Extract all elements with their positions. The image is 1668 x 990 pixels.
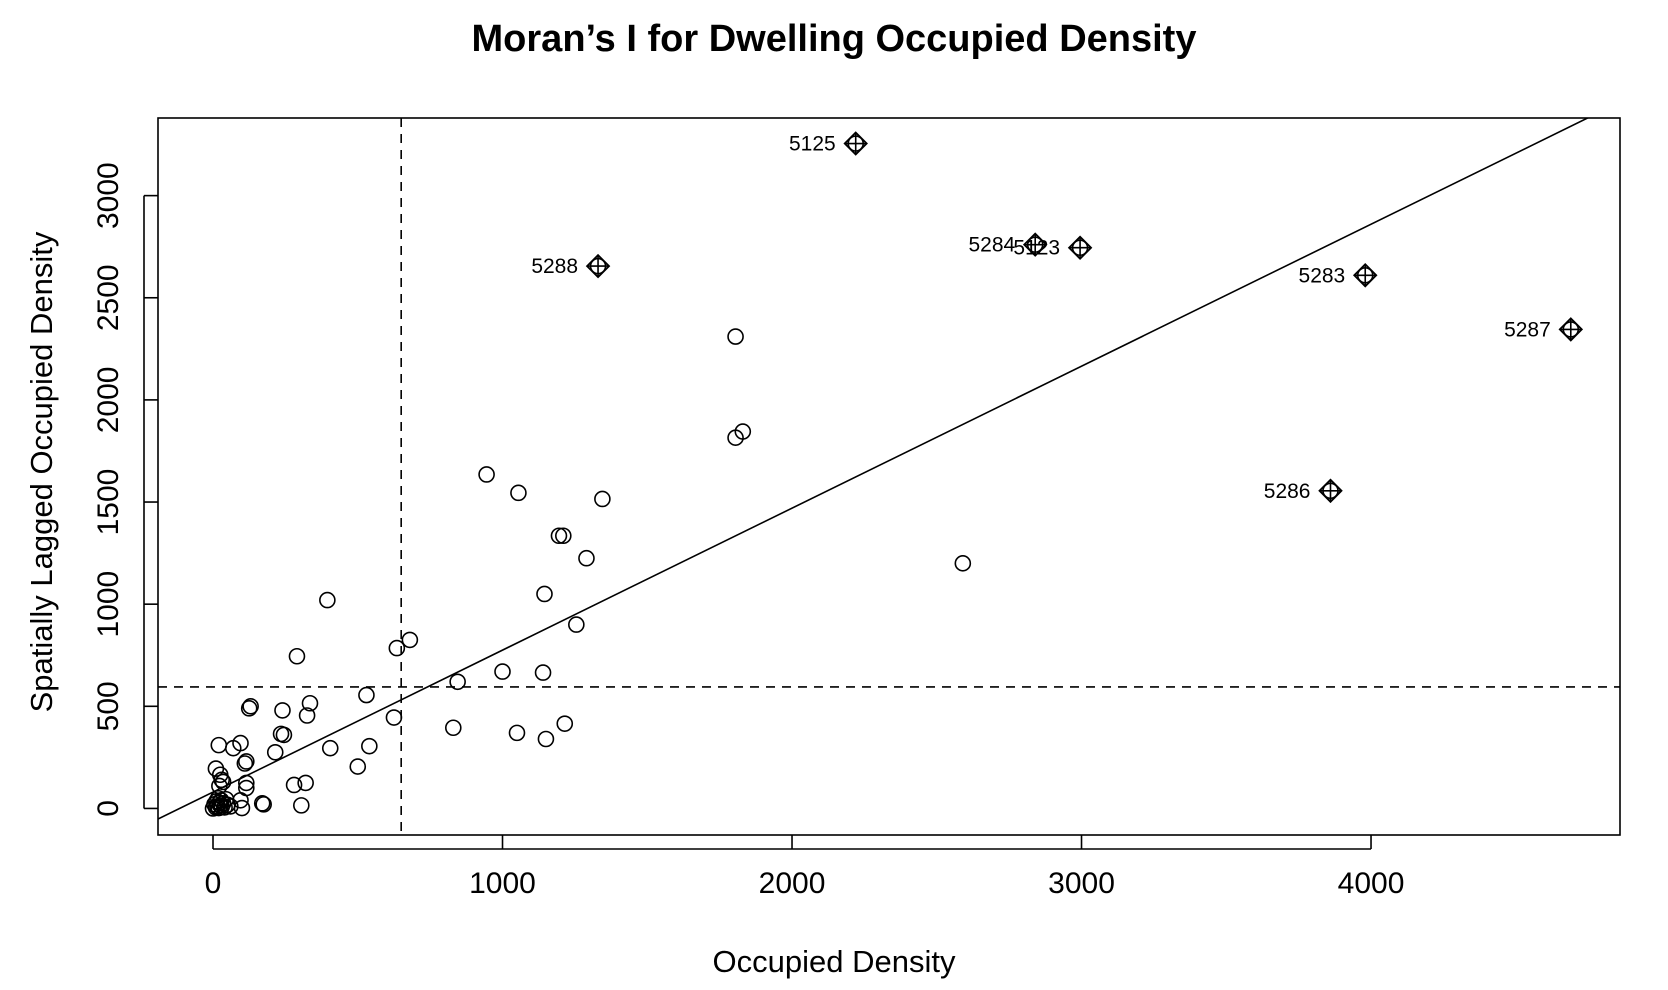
influential-point-label: 5125 <box>789 133 836 156</box>
data-point <box>216 799 233 816</box>
data-point <box>508 724 526 742</box>
influential-point-cross <box>1069 236 1092 259</box>
data-point <box>237 779 255 797</box>
data-point <box>297 774 314 792</box>
data-point <box>594 490 611 508</box>
influential-point-label: 5283 <box>1299 264 1346 287</box>
data-point <box>301 694 319 712</box>
data-point <box>321 739 339 757</box>
y-tick-label: 500 <box>92 681 125 731</box>
x-tick-label: 1000 <box>469 867 536 900</box>
data-point <box>510 484 527 502</box>
chart-title: Moran’s I for Dwelling Occupied Density <box>471 18 1197 60</box>
plot-frame <box>157 117 1621 836</box>
influential-point-cross <box>587 255 610 278</box>
x-tick-label: 4000 <box>1338 867 1405 900</box>
data-point <box>385 709 403 726</box>
data-point <box>358 686 375 704</box>
data-point <box>537 730 555 748</box>
data-point <box>494 663 511 680</box>
data-point <box>275 726 293 744</box>
data-point <box>237 774 255 792</box>
x-tick-label: 3000 <box>1048 867 1115 900</box>
data-point <box>388 639 406 657</box>
influential-point-cross <box>1024 233 1047 256</box>
data-point <box>550 527 568 545</box>
x-tick-label: 0 <box>205 867 222 900</box>
influential-point-diamond <box>1022 232 1048 257</box>
y-tick-label: 1500 <box>92 469 125 536</box>
data-point <box>534 664 552 681</box>
influential-point-diamond <box>1067 235 1093 260</box>
data-point <box>727 328 744 345</box>
data-point <box>240 700 258 717</box>
data-point <box>319 591 336 609</box>
data-point <box>298 707 316 724</box>
data-point <box>242 698 259 715</box>
y-tick-label: 2000 <box>92 367 125 434</box>
y-tick-label: 2500 <box>92 264 125 331</box>
influential-point-label: 5288 <box>531 255 578 278</box>
data-point <box>237 753 255 770</box>
data-point <box>222 798 239 815</box>
data-point <box>478 466 495 483</box>
influential-point-label: 5284 <box>968 234 1015 257</box>
data-point <box>233 799 251 817</box>
data-point <box>232 734 249 752</box>
data-point <box>568 616 585 633</box>
data-point <box>444 719 462 737</box>
influential-point-label: 5287 <box>1504 318 1551 341</box>
data-point <box>214 773 232 791</box>
data-point <box>285 776 303 794</box>
data-point <box>556 715 574 732</box>
data-point <box>536 585 553 603</box>
influential-point-diamond <box>1352 263 1378 288</box>
data-point <box>401 631 419 649</box>
data-point <box>293 797 310 814</box>
data-point <box>954 555 972 572</box>
data-point <box>734 423 752 440</box>
data-point <box>288 647 306 665</box>
data-point <box>578 549 595 567</box>
regression-line <box>158 118 1590 820</box>
data-point <box>555 527 572 545</box>
data-point <box>274 702 291 719</box>
y-tick-label: 3000 <box>92 162 125 229</box>
data-point <box>253 795 271 812</box>
influential-point-cross <box>1319 479 1342 502</box>
data-point <box>210 736 228 754</box>
x-tick-label: 2000 <box>759 867 826 900</box>
y-tick-label: 1000 <box>92 571 125 638</box>
data-point <box>255 796 272 813</box>
data-point <box>236 755 254 772</box>
x-axis-label: Occupied Density <box>712 944 956 979</box>
influential-point-label: 5286 <box>1264 480 1311 503</box>
influential-point-cross <box>1354 264 1377 287</box>
data-point <box>449 673 466 691</box>
data-point <box>349 758 367 775</box>
data-point <box>266 743 284 761</box>
y-axis-label: Spatially Lagged Occupied Density <box>24 231 59 713</box>
y-tick-label: 0 <box>92 800 125 817</box>
plot-layer: 0 1000 2000 3000 4000 0 500 1000 1500 2000 2500 300… <box>92 117 1621 900</box>
influential-point-label: 5123 <box>1013 237 1060 260</box>
data-point <box>361 737 378 755</box>
data-point <box>211 777 228 795</box>
influential-point-cross <box>844 132 867 155</box>
influential-point-cross <box>1559 318 1582 341</box>
